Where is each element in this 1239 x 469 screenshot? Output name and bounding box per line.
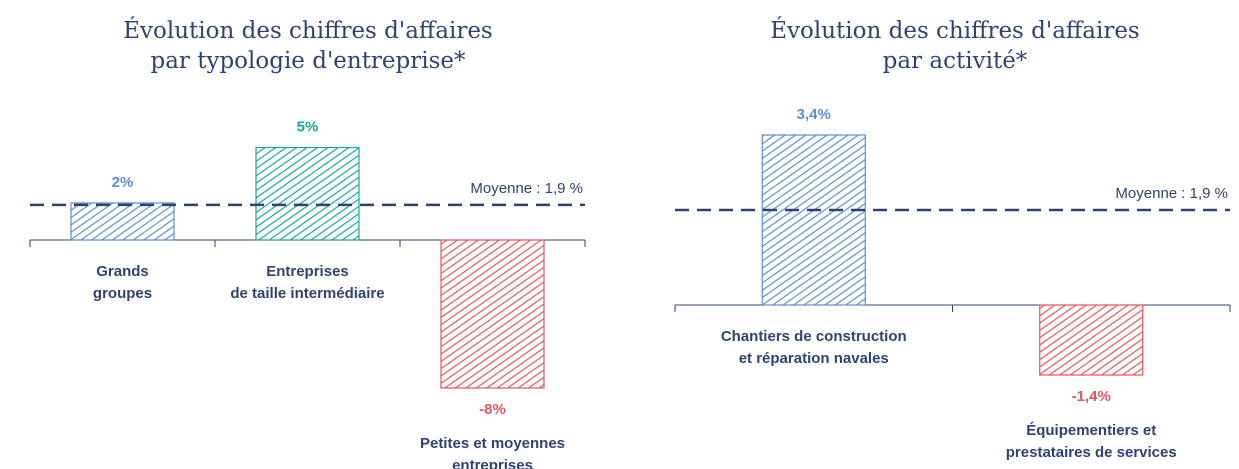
category-label: Petites et moyennes entreprises [420,435,565,469]
average-label: Moyenne : 1,9 % [470,180,583,197]
bar [440,239,545,389]
category-label: Chantiers de construction et réparation n… [721,328,907,367]
average-label: Moyenne : 1,9 % [1115,185,1228,202]
bar [1039,304,1144,376]
value-label: 3,4% [797,106,831,123]
chart-title: Évolution des chiffres d'affaires par typ… [123,17,493,74]
value-label: -1,4% [1072,388,1111,405]
bar [70,202,175,241]
bar [255,146,360,241]
category-label: Entreprises de taille intermédiaire [230,263,384,302]
category-label: Équipementiers et prestataires de service… [1006,422,1177,461]
value-label: 2% [112,174,134,191]
value-label: 5% [297,119,319,136]
value-label: -8% [479,401,506,418]
chart-title: Évolution des chiffres d'affaires par act… [770,17,1140,74]
bar [761,134,866,306]
category-label: Grands groupes [93,263,152,302]
